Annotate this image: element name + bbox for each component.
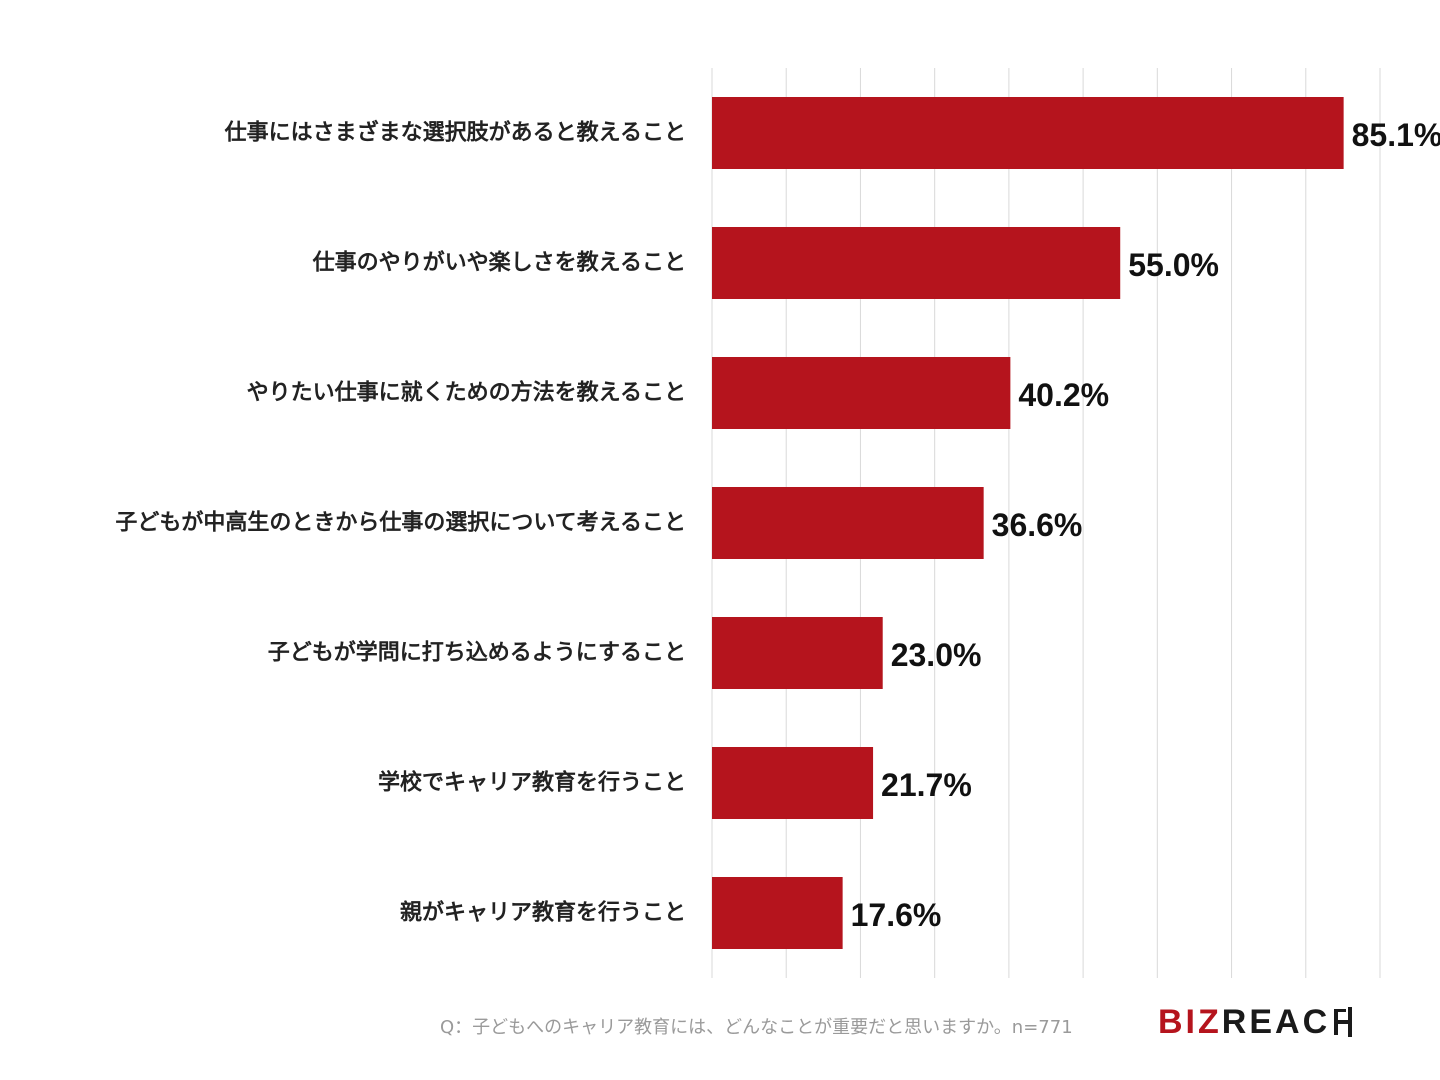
bar bbox=[712, 97, 1344, 169]
footnote: Q：子どもへのキャリア教育には、どんなことが重要だと思いますか。n=771 bbox=[440, 1017, 1073, 1038]
bar bbox=[712, 877, 843, 949]
category-label: 子どもが中高生のときから仕事の選択について考えること bbox=[115, 510, 686, 536]
bar bbox=[712, 747, 874, 819]
category-labels: 仕事にはさまざまな選択肢があると教えること仕事のやりがいや楽しさを教えることやり… bbox=[115, 120, 686, 926]
bar bbox=[712, 487, 984, 559]
category-label: 子どもが学問に打ち込めるようにすること bbox=[268, 640, 686, 666]
bars bbox=[712, 97, 1344, 949]
logo-reach: REAC bbox=[1221, 1002, 1331, 1041]
category-label: 仕事にはさまざまな選択肢があると教えること bbox=[224, 120, 686, 146]
value-label: 85.1% bbox=[1352, 117, 1440, 153]
logo-h-mark-icon bbox=[1334, 1007, 1353, 1037]
value-label: 17.6% bbox=[851, 897, 942, 933]
category-label: やりたい仕事に就くための方法を教えること bbox=[247, 380, 686, 406]
value-label: 23.0% bbox=[891, 637, 982, 673]
logo-biz: BIZ bbox=[1158, 1002, 1222, 1041]
bar bbox=[712, 357, 1011, 429]
gridlines bbox=[711, 68, 1381, 978]
value-label: 55.0% bbox=[1128, 247, 1219, 283]
bar bbox=[712, 617, 883, 689]
category-label: 学校でキャリア教育を行うこと bbox=[378, 770, 686, 796]
value-label: 36.6% bbox=[992, 507, 1083, 543]
value-label: 40.2% bbox=[1018, 377, 1109, 413]
category-label: 親がキャリア教育を行うこと bbox=[400, 900, 686, 926]
bizreach-logo: BIZ REAC bbox=[1158, 1000, 1353, 1044]
bar bbox=[712, 227, 1121, 299]
value-label: 21.7% bbox=[881, 767, 972, 803]
value-labels: 85.1% 55.0% 40.2% 36.6% 23.0% 21.7% 17.6% bbox=[851, 117, 1440, 933]
category-label: 仕事のやりがいや楽しさを教えること bbox=[312, 250, 686, 276]
